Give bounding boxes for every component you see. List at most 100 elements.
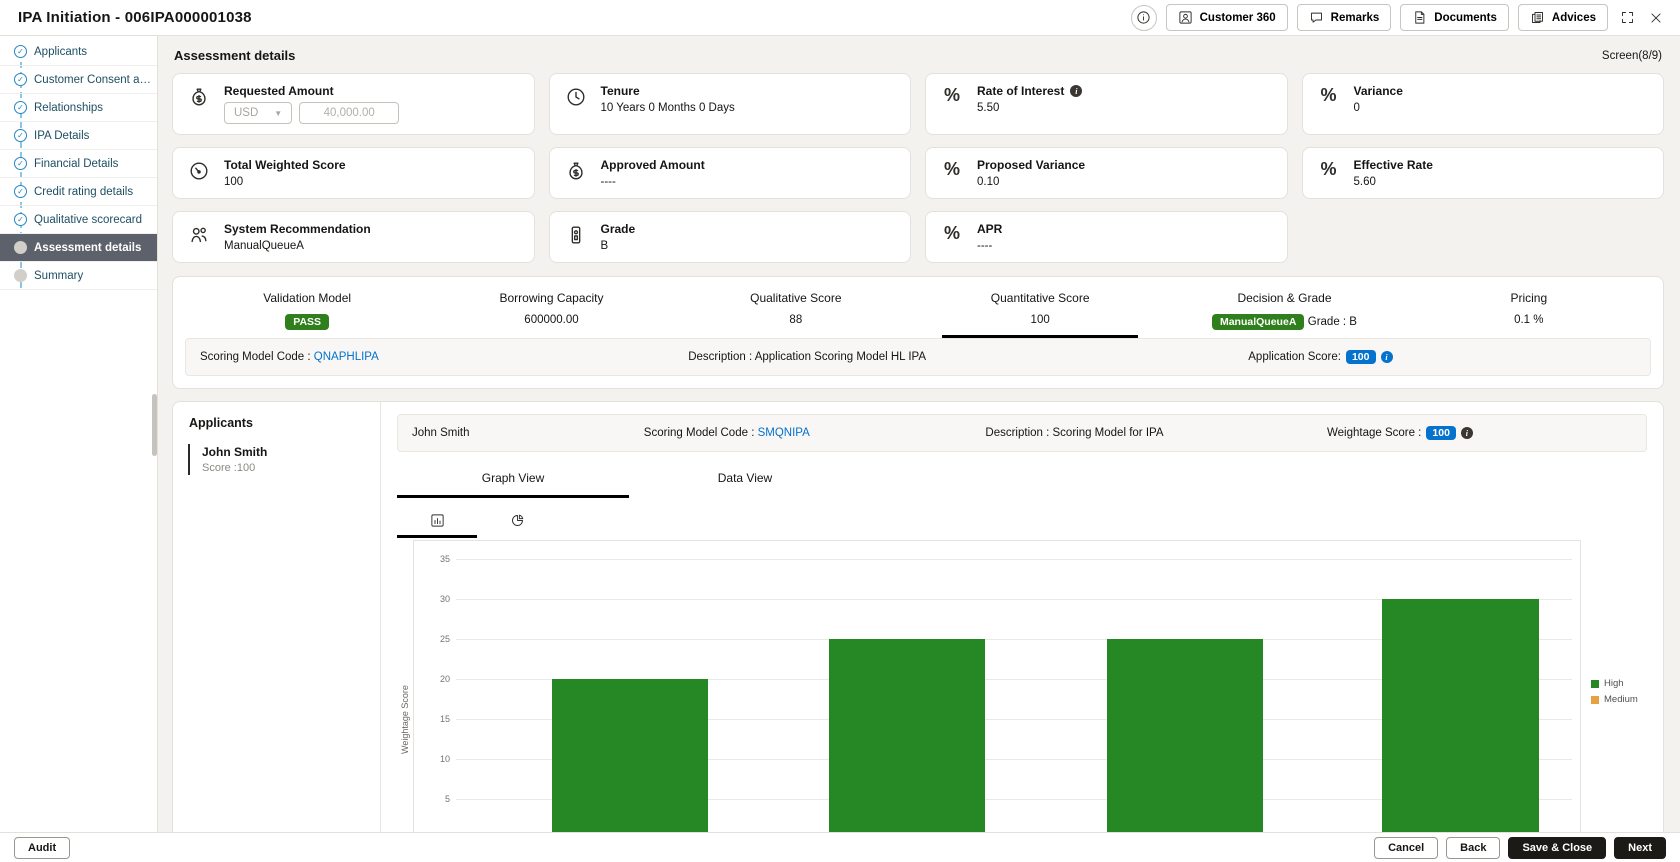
sidebar-item-financial-details[interactable]: Financial Details [0, 150, 157, 178]
legend-swatch [1591, 679, 1599, 688]
sidebar-item-qualitative-scorecard[interactable]: Qualitative scorecard [0, 206, 157, 234]
percent-icon: % [943, 223, 960, 243]
tab-pie-chart[interactable] [477, 508, 557, 538]
applicant-info-strip: John Smith Scoring Model Code : SMQNIPA … [397, 414, 1647, 452]
y-tick-label: 25 [439, 634, 450, 644]
card-tenure: Tenure 10 Years 0 Months 0 Days [548, 73, 911, 135]
card-total-weighted-score: Total Weighted Score 100 [172, 147, 535, 199]
bar-3 [1106, 639, 1263, 832]
scrollbar-thumb[interactable] [152, 394, 157, 456]
bar-1 [551, 679, 709, 832]
chart-type-tabs [397, 508, 1647, 538]
card-proposed-variance: % Proposed Variance 0.10 [925, 147, 1288, 199]
next-button[interactable]: Next [1614, 836, 1666, 859]
applicant-model-description: Description : Scoring Model for IPA [985, 427, 1164, 439]
step-done-icon [14, 185, 27, 198]
column-pricing[interactable]: Pricing 0.1 % [1510, 291, 1548, 326]
card-system-recommendation: System Recommendation ManualQueueA [172, 211, 535, 263]
application-score-label: Application Score: [1248, 351, 1341, 363]
page-title: Assessment details [174, 48, 296, 63]
tab-bar-chart[interactable] [397, 508, 477, 538]
tab-data-view[interactable]: Data View [717, 471, 773, 485]
step-done-icon [14, 101, 27, 114]
info-icon[interactable]: i [1070, 85, 1083, 97]
expand-button[interactable] [1617, 8, 1637, 28]
card-effective-rate: % Effective Rate 5.60 [1301, 147, 1664, 199]
money-bag-icon [187, 84, 211, 108]
gridline [456, 719, 1572, 720]
card-rate-of-interest: % Rate of Interest i 5.50 [925, 73, 1288, 135]
action-footer: Audit Cancel Back Save & Close Next [0, 832, 1680, 862]
column-qualitative-score[interactable]: Qualitative Score 88 [750, 291, 842, 326]
weightage-score-chart: Weightage Score 05101520253035 HighMediu… [397, 540, 1647, 832]
clock-icon [564, 84, 588, 108]
sidebar-item-applicants[interactable]: Applicants [0, 38, 157, 66]
info-icon [1137, 11, 1150, 24]
y-tick-label: 30 [439, 594, 450, 604]
info-button[interactable] [1130, 4, 1157, 31]
tab-graph-view[interactable]: Graph View [397, 462, 629, 498]
wizard-sidebar: Applicants Customer Consent and … Relati… [0, 36, 158, 832]
applicant-model-code-link[interactable]: SMQNIPA [757, 427, 810, 439]
close-icon [1651, 12, 1661, 23]
content-area: Assessment details Screen(8/9) Requested… [158, 36, 1680, 832]
summary-cards: Requested Amount USD ▼ 40,000.00 Tenure [172, 73, 1664, 263]
bar-chart-icon [430, 514, 444, 527]
scoring-model-description: Description : Application Scoring Model … [688, 351, 927, 363]
sidebar-item-customer-consent[interactable]: Customer Consent and … [0, 66, 157, 94]
sidebar-item-summary[interactable]: Summary [0, 262, 157, 290]
scoring-model-code-link[interactable]: QNAPHLIPA [313, 351, 379, 363]
view-tabs: Graph View Data View [397, 462, 1647, 498]
sidebar-item-ipa-details[interactable]: IPA Details [0, 122, 157, 150]
currency-select[interactable]: USD ▼ [224, 102, 293, 124]
chevron-down-icon: ▼ [274, 108, 283, 118]
application-score-badge: 100 [1345, 350, 1376, 364]
weightage-score-label: Weightage Score : [1326, 427, 1422, 439]
window-titlebar: IPA Initiation - 006IPA000001038 Custome… [0, 0, 1680, 36]
sidebar-item-relationships[interactable]: Relationships [0, 94, 157, 122]
window-title: IPA Initiation - 006IPA000001038 [18, 9, 252, 26]
bar-4 [1382, 599, 1539, 832]
applicant-list-item[interactable]: John Smith Score :100 [188, 444, 380, 475]
people-icon [187, 222, 211, 246]
cancel-button[interactable]: Cancel [1374, 836, 1439, 859]
card-apr: % APR ---- [925, 211, 1288, 263]
bar-2 [828, 639, 985, 832]
legend-item: High [1591, 678, 1647, 689]
column-quantitative-score[interactable]: Quantitative Score 100 [918, 281, 1162, 338]
save-and-close-button[interactable]: Save & Close [1508, 836, 1607, 859]
screen-indicator: Screen(8/9) [1601, 49, 1662, 62]
y-tick-label: 5 [444, 794, 450, 804]
card-requested-amount: Requested Amount USD ▼ 40,000.00 [172, 73, 535, 135]
amount-input[interactable]: 40,000.00 [299, 102, 400, 124]
advices-button[interactable]: Advices [1517, 4, 1608, 31]
column-borrowing-capacity[interactable]: Borrowing Capacity 600000.00 [499, 291, 604, 326]
expand-icon [1621, 12, 1633, 23]
close-button[interactable] [1646, 8, 1666, 28]
step-done-icon [14, 73, 27, 86]
percent-icon: % [943, 85, 960, 105]
gridline [456, 599, 1572, 600]
back-button[interactable]: Back [1446, 836, 1501, 859]
gridline [456, 799, 1572, 800]
legend-label: High [1604, 678, 1624, 689]
scoring-model-strip: Scoring Model Code : QNAPHLIPA Descripti… [185, 338, 1651, 376]
documents-button[interactable]: Documents [1400, 4, 1509, 31]
wizard-connector-line [20, 52, 22, 288]
audit-button[interactable]: Audit [14, 836, 71, 859]
pie-chart-icon [511, 514, 523, 526]
info-icon[interactable]: i [1380, 351, 1393, 363]
legend-item: Medium [1591, 694, 1647, 705]
info-icon[interactable]: i [1460, 427, 1473, 439]
sidebar-item-credit-rating[interactable]: Credit rating details [0, 178, 157, 206]
column-decision-grade[interactable]: Decision & Grade ManualQueueA Grade : B [1162, 281, 1406, 338]
remarks-button[interactable]: Remarks [1296, 4, 1392, 31]
customer-360-button[interactable]: Customer 360 [1165, 4, 1288, 31]
y-tick-label: 10 [439, 754, 450, 764]
gridline [456, 639, 1572, 640]
y-tick-label: 35 [439, 554, 450, 564]
gridline [456, 679, 1572, 680]
step-done-icon [14, 129, 27, 142]
sidebar-item-assessment-details[interactable]: Assessment details [0, 234, 157, 262]
column-validation-model[interactable]: Validation Model PASS [263, 291, 352, 330]
